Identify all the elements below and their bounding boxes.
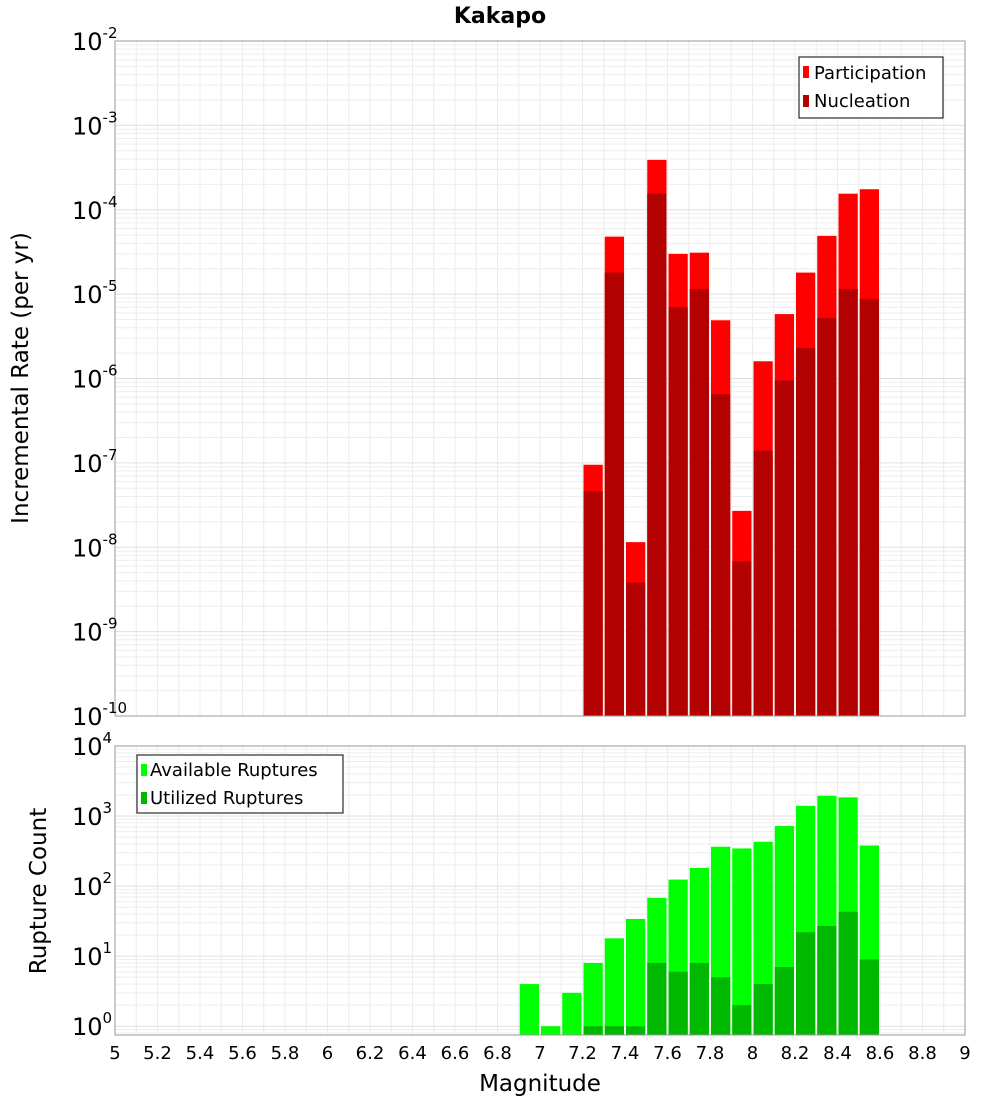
top-bar-s1 [583, 491, 603, 716]
top-bar-s1 [753, 450, 773, 716]
bottom-bar-s1 [668, 971, 688, 1035]
y-tick-label: 10-9 [72, 615, 118, 647]
bottom-bar-s1 [711, 977, 731, 1035]
bottom-bar-s1 [647, 962, 667, 1035]
bottom-bar-s1 [774, 967, 794, 1035]
bottom-bar-s1 [859, 959, 879, 1035]
top-bars [583, 159, 879, 717]
bottom-legend-box [136, 754, 344, 814]
y-tick-label: 103 [72, 799, 112, 831]
x-tick-label: 5.2 [143, 1043, 172, 1064]
bottom-plot-frame [114, 745, 966, 1036]
top-bar-s1 [817, 318, 837, 716]
top-bar-s1 [689, 289, 709, 716]
x-tick-label: 6.2 [356, 1043, 385, 1064]
x-tick-label: 8.4 [823, 1043, 852, 1064]
bottom-bar-s1 [604, 1026, 624, 1035]
x-tick-label: 5 [109, 1043, 120, 1064]
top-bar-s1 [711, 394, 731, 716]
top-plot-frame [114, 40, 966, 717]
y-tick-label: 102 [72, 869, 112, 901]
x-tick-label: 5.4 [186, 1043, 215, 1064]
bottom-bar-s1 [732, 1005, 752, 1035]
top-bar-s1 [838, 289, 858, 716]
x-tick-label: 6.6 [441, 1043, 470, 1064]
x-tick-label: 5.6 [228, 1043, 257, 1064]
legend-label-available: Available Ruptures [150, 760, 318, 781]
legend-label-participation: Participation [814, 63, 926, 84]
top-legend: Participation Nucleation [798, 56, 944, 119]
y-tick-label: 10-6 [72, 362, 118, 394]
x-tick-label: 8.6 [866, 1043, 895, 1064]
bottom-legend: Available Ruptures Utilized Ruptures [136, 754, 344, 814]
top-y-axis-label: Incremental Rate (per yr) [8, 232, 34, 524]
bottom-bar-s0 [732, 848, 752, 1035]
x-axis-label: Magnitude [479, 1071, 601, 1097]
x-tick-label: 7 [534, 1043, 545, 1064]
x-tick-label: 9 [959, 1043, 970, 1064]
bottom-bar-s0 [604, 938, 624, 1035]
top-bar-s1 [732, 561, 752, 716]
bottom-bar-s1 [753, 984, 773, 1035]
bottom-bar-s0 [583, 962, 603, 1035]
y-tick-label: 10-8 [72, 530, 118, 562]
y-tick-label: 10-7 [72, 446, 118, 478]
legend-label-nucleation: Nucleation [814, 91, 910, 112]
bottom-bar-s1 [838, 911, 858, 1035]
top-bar-s1 [604, 272, 624, 716]
x-tick-label: 7.6 [653, 1043, 682, 1064]
x-tick-label: 8.2 [781, 1043, 810, 1064]
y-tick-label: 100 [72, 1009, 112, 1041]
x-tick-label: 7.4 [611, 1043, 640, 1064]
top-bar-s1 [626, 582, 646, 716]
bottom-bar-s0 [541, 1026, 561, 1035]
bottom-bar-s1 [817, 925, 837, 1035]
x-tick-label: 6.4 [398, 1043, 427, 1064]
top-gridlines [114, 41, 966, 717]
bottom-bar-s1 [796, 932, 816, 1035]
legend-swatch-participation [803, 66, 809, 78]
x-tick-label: 8.8 [908, 1043, 937, 1064]
y-tick-label: 101 [72, 939, 112, 971]
top-bar-s1 [774, 380, 794, 716]
x-tick-label: 6 [322, 1043, 333, 1064]
bottom-y-axis-label: Rupture Count [26, 808, 52, 974]
y-tick-label: 104 [72, 729, 112, 761]
bottom-bar-s0 [519, 984, 539, 1035]
y-tick-label: 10-4 [72, 193, 118, 225]
legend-label-utilized: Utilized Ruptures [150, 788, 303, 809]
bottom-bar-s1 [626, 1026, 646, 1035]
legend-swatch-utilized [141, 792, 147, 804]
bottom-y-tick-labels: 104 103 102 101 100 [72, 729, 112, 1041]
bottom-bar-s0 [626, 918, 646, 1035]
bottom-bar-s1 [583, 1026, 603, 1035]
x-tick-label: 6.8 [483, 1043, 512, 1064]
x-tick-label: 5.8 [271, 1043, 300, 1064]
top-y-tick-labels: 10-2 10-3 10-4 10-5 10-6 10-7 10-8 10-9 10-10 [72, 24, 127, 731]
legend-swatch-available [141, 764, 147, 776]
y-tick-label: 10-2 [72, 24, 118, 56]
top-bar-s1 [668, 307, 688, 716]
bottom-bar-s0 [562, 992, 582, 1035]
top-bar-s1 [796, 347, 816, 716]
y-tick-label: 10-3 [72, 108, 118, 140]
x-tick-label: 8 [747, 1043, 758, 1064]
y-tick-label: 10-5 [72, 277, 118, 309]
x-tick-label: 7.8 [696, 1043, 725, 1064]
bottom-bar-s1 [689, 962, 709, 1035]
x-tick-labels: 5 5.2 5.4 5.6 5.8 6 6.2 6.4 6.6 6.8 7 7.2 7.4 7.6 7.8 8… [109, 1043, 970, 1064]
bottom-bars [519, 795, 879, 1035]
top-legend-box [798, 56, 944, 119]
top-bar-s1 [859, 298, 879, 716]
legend-swatch-nucleation [803, 95, 809, 107]
chart-title: Kakapo [454, 4, 546, 29]
top-bar-s1 [647, 193, 667, 716]
y-tick-label: 10-10 [72, 699, 127, 731]
x-tick-label: 7.2 [568, 1043, 597, 1064]
